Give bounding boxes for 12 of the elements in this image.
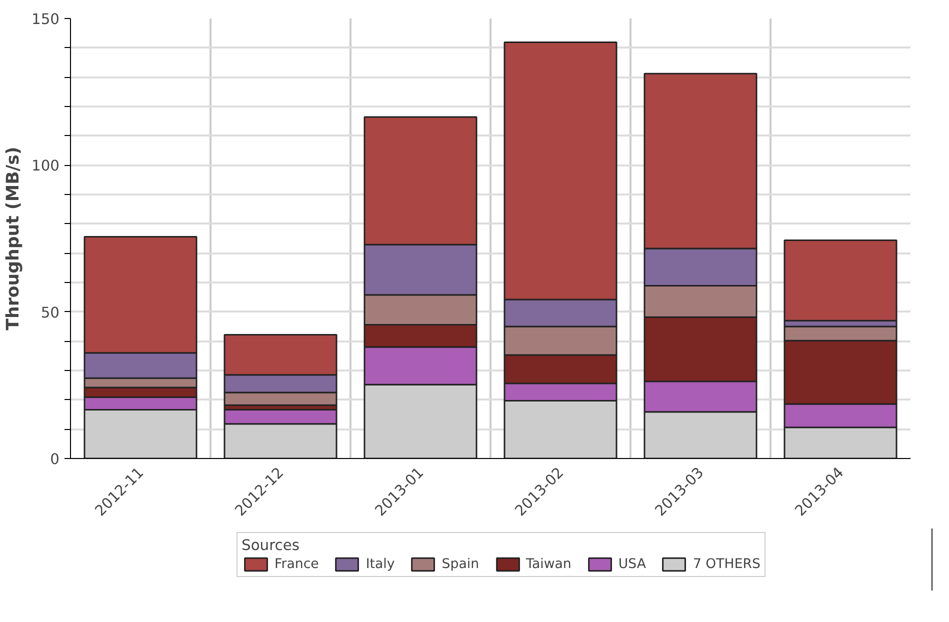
y-tick-label: 0 <box>50 451 60 468</box>
legend-label: 7 OTHERS <box>692 556 760 572</box>
y-tick-label: 100 <box>32 158 60 175</box>
y-tick-label: 50 <box>40 304 60 322</box>
y-tick-label: 150 <box>32 11 60 28</box>
legend-label: France <box>274 556 319 572</box>
legend-label: Italy <box>366 556 395 572</box>
legend-label: USA <box>618 556 646 572</box>
legend-title: Sources <box>242 537 301 554</box>
y-axis-title: Throughput (MB/s) <box>4 146 24 330</box>
legend-label: Spain <box>442 556 480 572</box>
legend-label: Taiwan <box>526 556 572 572</box>
